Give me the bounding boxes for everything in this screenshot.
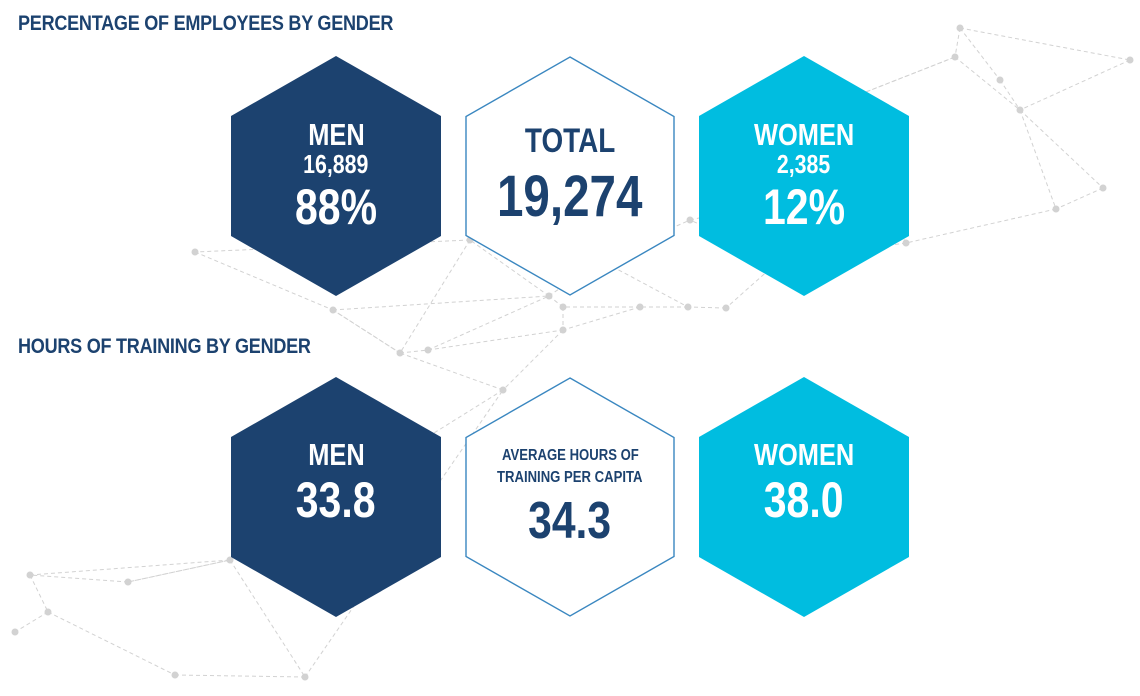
hex-shape xyxy=(465,56,675,296)
average-label-line1: AVERAGE HOURS OF xyxy=(501,447,639,465)
network-node xyxy=(1126,56,1134,64)
network-node xyxy=(559,303,567,311)
hex-average-training: AVERAGE HOURS OF TRAINING PER CAPITA 34.… xyxy=(465,377,675,617)
network-line xyxy=(127,559,231,583)
network-line xyxy=(174,674,306,678)
network-line xyxy=(332,309,401,354)
network-node xyxy=(1016,106,1024,114)
hex-total-employees: TOTAL 19,274 xyxy=(465,56,675,296)
men-training-value: 33.8 xyxy=(296,472,376,529)
women-label: WOMEN xyxy=(753,116,855,152)
network-line xyxy=(29,574,49,613)
average-label-line2: TRAINING PER CAPITA xyxy=(497,468,643,486)
network-line xyxy=(14,611,49,633)
hex-shape xyxy=(231,377,441,617)
hex-women-employees: WOMEN 2,385 12% xyxy=(699,56,909,296)
women-count: 2,385 xyxy=(777,149,831,180)
network-line xyxy=(332,295,550,311)
network-node xyxy=(996,76,1004,84)
network-node xyxy=(545,292,553,300)
network-line xyxy=(332,309,401,354)
network-line xyxy=(725,259,781,309)
employees-section-title: PERCENTAGE OF EMPLOYEES BY GENDER xyxy=(18,12,394,35)
men-training-label: MEN xyxy=(307,437,365,473)
network-line xyxy=(1019,109,1104,189)
network-node xyxy=(636,303,644,311)
network-line xyxy=(954,56,1021,111)
network-node xyxy=(11,628,19,636)
women-training-label: WOMEN xyxy=(753,437,855,473)
network-node xyxy=(684,303,692,311)
network-line xyxy=(959,27,1001,81)
network-line xyxy=(427,329,564,351)
network-line xyxy=(1019,59,1131,111)
hex-shape xyxy=(699,377,909,617)
network-line xyxy=(29,559,231,576)
hex-men-employees: MEN 16,889 88% xyxy=(231,56,441,296)
network-line xyxy=(469,239,550,297)
network-node xyxy=(499,386,507,394)
network-node xyxy=(559,326,567,334)
hex-shape xyxy=(699,56,909,296)
network-node xyxy=(124,578,132,586)
network-node xyxy=(396,349,404,357)
network-line xyxy=(999,79,1021,111)
training-section-title: HOURS OF TRAINING BY GENDER xyxy=(18,335,311,358)
network-node xyxy=(951,53,959,61)
network-node xyxy=(191,248,199,256)
network-node xyxy=(44,608,52,616)
network-node xyxy=(424,346,432,354)
network-node xyxy=(171,671,179,679)
network-line xyxy=(1019,109,1057,210)
hex-women-training: WOMEN 38.0 xyxy=(699,377,909,617)
network-line xyxy=(502,329,564,391)
women-percent: 12% xyxy=(762,178,846,235)
network-line xyxy=(399,239,471,354)
network-line xyxy=(29,574,129,583)
hex-shape xyxy=(231,56,441,296)
network-line xyxy=(1055,187,1104,210)
men-label: MEN xyxy=(307,116,365,152)
network-node xyxy=(722,304,730,312)
network-line xyxy=(47,611,176,676)
network-line xyxy=(427,295,550,351)
network-line xyxy=(687,306,727,309)
network-node xyxy=(956,24,964,32)
network-node xyxy=(329,306,337,314)
hex-shape xyxy=(465,377,675,617)
total-label: TOTAL xyxy=(524,121,616,160)
network-node xyxy=(1099,184,1107,192)
network-node xyxy=(26,571,34,579)
women-training-value: 38.0 xyxy=(764,472,844,529)
network-line xyxy=(959,27,1131,61)
network-node xyxy=(301,673,309,681)
network-node xyxy=(686,216,694,224)
average-value: 34.3 xyxy=(528,492,612,551)
men-percent: 88% xyxy=(294,178,378,235)
network-line xyxy=(399,349,429,354)
network-line xyxy=(229,559,306,678)
network-line xyxy=(905,208,1057,244)
network-node xyxy=(226,556,234,564)
network-line xyxy=(399,352,504,391)
network-line xyxy=(954,27,961,58)
network-node xyxy=(1052,205,1060,213)
network-node xyxy=(902,239,910,247)
network-line xyxy=(194,251,334,311)
network-line xyxy=(562,306,641,331)
total-value: 19,274 xyxy=(497,164,643,230)
men-count: 16,889 xyxy=(303,149,369,180)
hex-men-training: MEN 33.8 xyxy=(231,377,441,617)
